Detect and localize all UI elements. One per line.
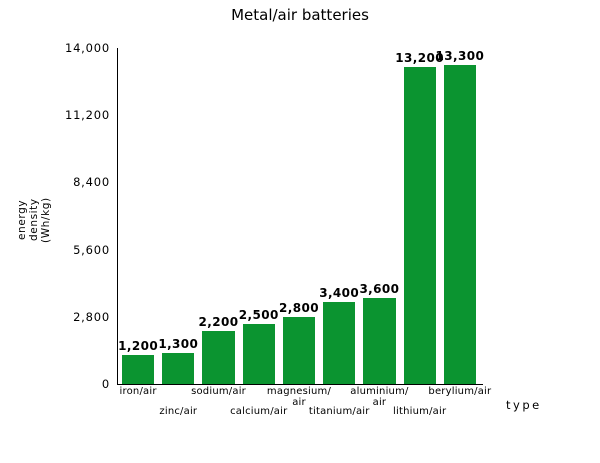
x-tick-line-1: aluminium/: [350, 386, 409, 397]
x-tick-line-2: air: [292, 397, 306, 408]
x-axis-tick-labels: iron/air zinc/air sodium/air calcium/air mag…: [0, 386, 600, 446]
bar-item[interactable]: 2,200: [199, 48, 238, 384]
y-axis-tick-label: 8,400: [73, 175, 110, 190]
x-axis-tick-label: calcium/air: [214, 406, 304, 417]
bar-value-label: 2,200: [198, 315, 239, 330]
bar-item[interactable]: 13,200: [395, 48, 444, 384]
x-axis-tick-label: iron/air: [93, 386, 183, 397]
bar-rect[interactable]: [162, 352, 195, 384]
bar-rect[interactable]: [282, 316, 316, 384]
x-tick-line-1: berylium/air: [428, 386, 492, 397]
bar-series: 1,200 1,300 2,200 2,500 2,800 3,400 3,600 13,20…: [118, 48, 484, 384]
x-tick-line-1: iron/air: [119, 386, 157, 397]
x-axis-tick-label: magnesium/air: [254, 386, 344, 408]
bar-rect[interactable]: [363, 297, 396, 384]
x-tick-line-1: titanium/air: [308, 406, 370, 417]
bar-value-label: 3,400: [319, 286, 360, 301]
bar-item[interactable]: 1,200: [118, 48, 158, 384]
y-axis-title-line-3: (Wh/kg): [40, 197, 52, 243]
bar-rect[interactable]: [323, 302, 356, 384]
x-tick-line-2: air: [372, 397, 387, 408]
x-axis-tick-label: berylium/air: [415, 386, 505, 397]
bar-value-label: 13,200: [395, 51, 444, 66]
chart-title: Metal/air batteries: [231, 6, 369, 24]
x-axis-tick-label: lithium/air: [375, 406, 465, 417]
bar-value-label: 1,200: [118, 339, 159, 354]
bar-rect[interactable]: [202, 331, 235, 384]
y-axis-line: [117, 48, 118, 384]
x-axis-tick-label: zinc/air: [133, 406, 223, 417]
bar-rect[interactable]: [122, 355, 155, 384]
x-tick-line-1: magnesium/: [266, 386, 332, 397]
x-axis-tick-label: sodium/air: [174, 386, 264, 397]
x-tick-line-1: sodium/air: [191, 386, 246, 397]
y-axis-title: energy density (Wh/kg): [6, 160, 52, 280]
bar-rect[interactable]: [443, 64, 476, 384]
x-axis-tick-label: titanium/air: [294, 406, 384, 417]
bar-rect[interactable]: [242, 324, 275, 384]
x-tick-line-1: lithium/air: [393, 406, 447, 417]
bar-rect[interactable]: [403, 67, 436, 384]
y-axis-tick-label: 11,200: [64, 108, 110, 123]
y-axis-tick-label: 2,800: [73, 309, 110, 324]
bar-value-label: 1,300: [158, 336, 199, 351]
y-axis-tick-label: 14,000: [64, 41, 110, 55]
x-tick-line-1: calcium/air: [230, 406, 288, 417]
x-axis-line: [117, 384, 483, 385]
plot-area: 1,200 1,300 2,200 2,500 2,800 3,400 3,600 13,20…: [118, 48, 484, 384]
bar-item[interactable]: 3,400: [319, 48, 359, 384]
bar-item[interactable]: 2,500: [239, 48, 278, 384]
bar-item[interactable]: 3,600: [359, 48, 399, 384]
bar-item[interactable]: 13,300: [436, 48, 484, 384]
x-tick-line-1: zinc/air: [159, 406, 198, 417]
bar-value-label: 2,800: [279, 300, 319, 315]
bar-value-label: 2,500: [238, 308, 279, 322]
bar-value-label: 3,600: [359, 281, 400, 296]
y-axis-tick-label: 5,600: [73, 242, 110, 257]
x-axis-title: type: [506, 398, 542, 412]
bar-value-label: 13,300: [435, 48, 485, 63]
bar-item[interactable]: 2,800: [279, 48, 319, 384]
bar-item[interactable]: 1,300: [158, 48, 198, 384]
x-axis-tick-label: aluminium/air: [334, 386, 424, 408]
